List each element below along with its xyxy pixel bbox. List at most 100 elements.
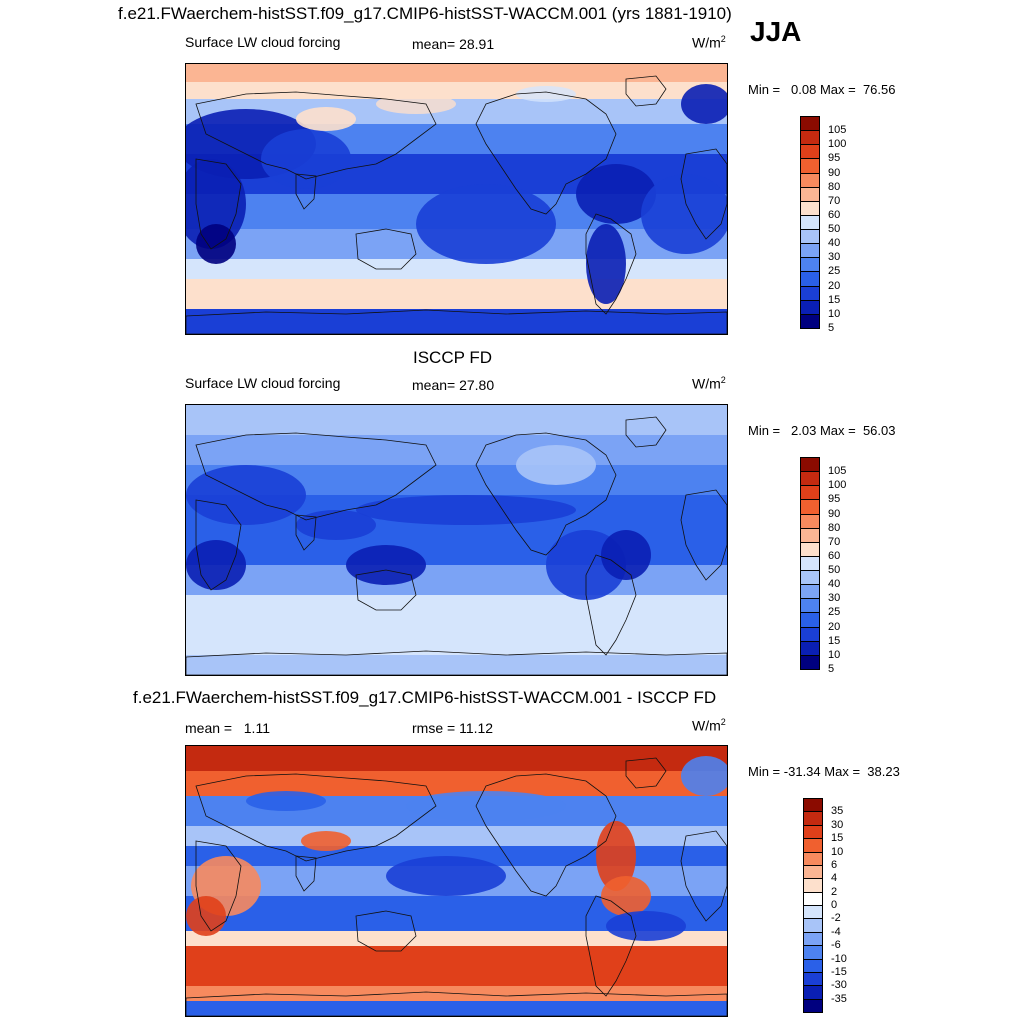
- colorbar-tick-label: 70: [828, 535, 841, 548]
- panel2-subtitle: Surface LW cloud forcing: [185, 375, 341, 391]
- panel2-mean-value: 27.80: [459, 377, 495, 393]
- colorbar-cell: [803, 891, 823, 906]
- map-region: [186, 540, 246, 590]
- map-band: [186, 259, 727, 279]
- coastline: [585, 895, 637, 997]
- panel2-map: [185, 404, 728, 676]
- colorbar-tick-label: 50: [828, 223, 841, 236]
- map-region: [296, 107, 356, 131]
- map-region: [576, 164, 656, 224]
- coastline: [355, 228, 417, 270]
- colorbar-cell: [800, 200, 820, 216]
- coastline: [475, 773, 617, 897]
- colorbar-tick-label: 30: [828, 592, 841, 605]
- map-svg: [186, 64, 727, 334]
- panel3-map: [185, 745, 728, 1017]
- map-region: [376, 94, 456, 114]
- map-region: [186, 896, 226, 936]
- colorbar-tick-label: 10: [828, 648, 841, 661]
- panel3-title: f.e21.FWaerchem-histSST.f09_g17.CMIP6-hi…: [133, 688, 717, 707]
- map-band: [186, 595, 727, 655]
- colorbar-cell: [800, 158, 820, 174]
- colorbar-tick-label: -30: [831, 979, 847, 992]
- colorbar-tick-label: 100: [828, 138, 847, 151]
- coastline: [295, 173, 317, 210]
- panel3-colorbar: 35 30 15 10 6 4 2 0 -2 -4 -6 -10 -15 -30 -35: [803, 798, 847, 1013]
- colorbar-cell: [800, 285, 820, 301]
- coastline: [295, 514, 317, 551]
- colorbar-tick-label: 30: [831, 818, 844, 831]
- coastline: [355, 569, 417, 611]
- coastline: [186, 309, 727, 334]
- colorbar-tick-label: 2: [831, 885, 838, 898]
- colorbar-cell: [803, 838, 823, 853]
- colorbar-tick-label: -2: [831, 912, 841, 925]
- map-band: [186, 82, 727, 99]
- panel3-mean: mean = 1.11: [185, 720, 270, 736]
- figure-title: f.e21.FWaerchem-histSST.f09_g17.CMIP6-hi…: [118, 4, 732, 23]
- coastline: [625, 757, 667, 789]
- coastline: [625, 75, 667, 107]
- colorbar-cell: [800, 541, 820, 557]
- colorbar-cell: [800, 471, 820, 487]
- colorbar-cell: [803, 958, 823, 973]
- colorbar-tick-label: 40: [828, 237, 841, 250]
- colorbar-cell: [803, 798, 823, 813]
- panel3-mean-label: mean =: [185, 720, 233, 736]
- map-region: [681, 756, 727, 796]
- map-region: [356, 495, 576, 525]
- colorbar-cell: [800, 570, 820, 586]
- map-band: [186, 931, 727, 946]
- colorbar-tick-label: 95: [828, 493, 841, 506]
- coastline: [195, 499, 242, 591]
- colorbar-tick-label: 60: [828, 208, 841, 221]
- coastline: [186, 991, 727, 1016]
- map-region: [681, 84, 727, 124]
- map-band: [186, 435, 727, 465]
- colorbar-tick-label: 10: [831, 845, 844, 858]
- map-region: [586, 224, 626, 304]
- coastline: [195, 158, 242, 250]
- coastline: [625, 416, 667, 448]
- colorbar-cell: [800, 499, 820, 515]
- map-svg: [186, 405, 727, 675]
- coastline: [195, 432, 437, 521]
- map-region: [606, 911, 686, 941]
- coastline: [295, 855, 317, 892]
- coastline: [475, 91, 617, 215]
- panel1-mean-value: 28.91: [459, 36, 495, 52]
- colorbar-cell: [803, 864, 823, 880]
- colorbar-tick-label: 20: [828, 279, 841, 292]
- coastline: [195, 91, 437, 180]
- colorbar-cell: [803, 985, 823, 1000]
- colorbar-cell: [800, 584, 820, 600]
- colorbar-tick-label: 40: [828, 578, 841, 591]
- map-region: [641, 174, 727, 254]
- panel1-units: W/m2: [692, 34, 726, 51]
- map-band: [186, 405, 727, 435]
- colorbar-cell: [800, 598, 820, 614]
- coastline: [195, 840, 242, 932]
- panel2-mean-label: mean=: [412, 377, 456, 393]
- colorbar-cell: [800, 214, 820, 231]
- colorbar-tick-label: 35: [831, 805, 844, 818]
- colorbar-cell: [800, 527, 820, 543]
- coastline: [355, 910, 417, 952]
- map-region: [516, 445, 596, 485]
- colorbar-tick-label: 25: [828, 265, 841, 278]
- panel2-colorbar: 105 100 95 90 80 70 60 50 40 30 25 20 15 10 5: [800, 457, 846, 675]
- colorbar-cell: [800, 130, 820, 146]
- colorbar-cell: [800, 229, 820, 245]
- colorbar-tick-label: -4: [831, 925, 841, 938]
- map-band: [186, 826, 727, 846]
- colorbar-cell: [800, 299, 820, 315]
- colorbar-cell: [800, 612, 820, 628]
- colorbar-tick-label: 6: [831, 858, 838, 871]
- colorbar-tick-label: -35: [831, 992, 847, 1005]
- season-label: JJA: [750, 16, 802, 47]
- panel1-mean: mean= 28.91: [412, 36, 494, 52]
- colorbar-tick-label: 25: [828, 606, 841, 619]
- panel1-colorbar: 105 100 95 90 80 70 60 50 40 30 25 20 15 10 5: [800, 116, 846, 334]
- colorbar-cell: [803, 931, 823, 947]
- colorbar-cell: [803, 851, 823, 866]
